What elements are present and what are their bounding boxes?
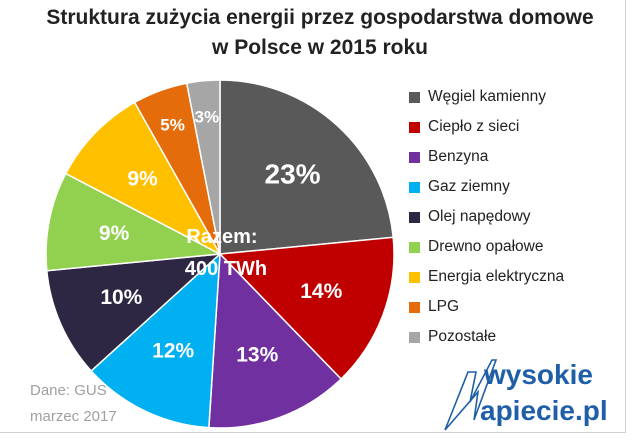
slice-label-7: 5%	[160, 115, 185, 134]
legend-label: Benzyna	[428, 148, 489, 165]
legend-label: Ciepło z sieci	[428, 118, 520, 135]
slice-label-6: 9%	[127, 167, 158, 190]
source-label: Dane: GUS	[30, 382, 107, 399]
pie-slice-4	[45, 253, 223, 373]
legend-swatch	[409, 271, 420, 283]
slice-label-8: 3%	[195, 108, 220, 127]
pie-slice-1	[218, 236, 395, 381]
legend-item: Drewno opałowe	[409, 232, 564, 262]
legend: Węgiel kamienny Ciepło z sieci Benzyna Gaz …	[409, 82, 564, 352]
date-label: marzec 2017	[30, 408, 117, 425]
center-label-1: 400 TWh	[185, 258, 267, 280]
legend-swatch	[409, 181, 420, 193]
legend-swatch	[409, 91, 420, 103]
slice-label-2: 13%	[236, 344, 278, 367]
lightning-n-icon: wysokie apiecie.pl	[444, 359, 608, 431]
pie-slice-5	[45, 172, 223, 272]
legend-item: Energia elektryczna	[409, 262, 564, 292]
slice-label-4: 10%	[100, 286, 142, 309]
legend-swatch	[409, 301, 420, 313]
slice-label-1: 14%	[300, 280, 342, 303]
legend-item: Ciepło z sieci	[409, 112, 564, 142]
slice-label-5: 9%	[99, 222, 130, 245]
pie-slice-0	[219, 79, 395, 255]
legend-item: Gaz ziemny	[409, 172, 564, 202]
legend-label: Węgiel kamienny	[428, 88, 547, 105]
legend-label: Drewno opałowe	[428, 238, 544, 255]
chart-frame	[0, 0, 626, 433]
legend-item: LPG	[409, 292, 564, 322]
chart-title-line-2: w Polsce w 2015 roku	[212, 36, 428, 59]
legend-swatch	[409, 211, 420, 223]
legend-swatch	[409, 241, 420, 253]
svg-text:apiecie.pl: apiecie.pl	[480, 395, 608, 426]
legend-item: Węgiel kamienny	[409, 82, 564, 112]
legend-label: Gaz ziemny	[428, 178, 510, 195]
legend-label: Energia elektryczna	[428, 268, 565, 285]
legend-item: Benzyna	[409, 142, 564, 172]
legend-label: Olej napędowy	[428, 208, 531, 225]
pie-slice-6	[64, 101, 222, 256]
slice-label-0: 23%	[265, 159, 321, 190]
wysokienapiecie-logo: wysokie apiecie.pl	[440, 352, 630, 437]
legend-label: LPG	[428, 298, 460, 315]
slice-label-3: 12%	[152, 340, 194, 363]
center-label-0: Razem:	[186, 226, 257, 248]
legend-label: Pozostałe	[428, 328, 497, 345]
pie-slice-2	[208, 252, 343, 429]
legend-swatch	[409, 151, 420, 163]
chart-title-line-1: Struktura zużycia energii przez gospodar…	[46, 6, 594, 29]
pie-slice-8	[185, 79, 221, 255]
legend-item: Olej napędowy	[409, 202, 564, 232]
pie-slice-3	[90, 252, 221, 429]
legend-swatch	[409, 331, 420, 343]
legend-item: Pozostałe	[409, 322, 564, 352]
legend-swatch	[409, 121, 420, 133]
svg-text:wysokie: wysokie	[483, 359, 593, 390]
